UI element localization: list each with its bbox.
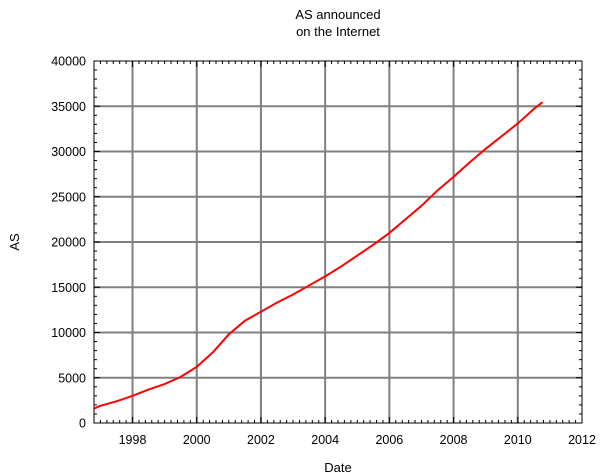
- x-tick-label: 2002: [247, 433, 275, 447]
- x-axis-label: Date: [324, 460, 351, 475]
- x-tick-label: 2000: [183, 433, 211, 447]
- y-tick-labels: 0 5000 10000 15000 20000 25000 30000 35000 40000: [51, 55, 86, 431]
- x-tick-label: 1998: [119, 433, 147, 447]
- series-layer: [93, 101, 543, 410]
- x-tick-label: 2004: [311, 433, 339, 447]
- y-tick-label: 20000: [51, 236, 86, 250]
- grid-lines: [94, 61, 582, 423]
- y-tick-label: 30000: [51, 145, 86, 159]
- series-line-as-count: [93, 101, 543, 410]
- y-tick-label: 40000: [51, 55, 86, 69]
- y-tick-label: 25000: [51, 190, 86, 204]
- x-tick-label: 2010: [504, 433, 532, 447]
- chart-title-line-1: AS announced: [295, 7, 380, 22]
- chart-title-line-2: on the Internet: [296, 24, 380, 39]
- y-tick-label: 15000: [51, 281, 86, 295]
- x-tick-labels: 1998 2000 2002 2004 2006 2008 2010 2012: [119, 433, 596, 447]
- plot-frame: [93, 60, 583, 424]
- y-tick-label: 35000: [51, 100, 86, 114]
- x-tick-label: 2008: [440, 433, 468, 447]
- x-tick-label: 2012: [568, 433, 596, 447]
- x-tick-label: 2006: [375, 433, 403, 447]
- y-tick-label: 0: [79, 417, 86, 431]
- y-tick-label: 5000: [58, 371, 86, 385]
- y-tick-label: 10000: [51, 326, 86, 340]
- y-axis-label: AS: [7, 233, 22, 251]
